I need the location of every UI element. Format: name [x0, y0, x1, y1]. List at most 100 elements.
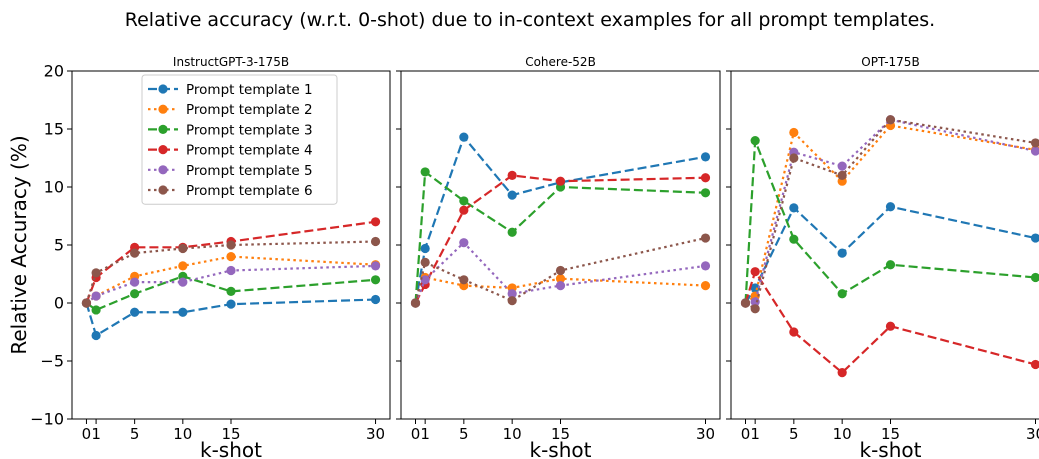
data-point — [750, 297, 760, 307]
data-point — [420, 275, 430, 285]
data-point — [750, 267, 760, 277]
data-point — [91, 330, 101, 341]
data-point — [507, 289, 517, 299]
x-tick-label: 10 — [833, 425, 852, 443]
x-tick-label: 10 — [173, 425, 192, 443]
x-tick-label: 30 — [696, 425, 715, 443]
x-tick-label: 15 — [551, 425, 570, 443]
series-line-6 — [414, 236, 706, 304]
data-point — [370, 236, 381, 247]
data-point — [555, 265, 566, 276]
series-line-3 — [414, 169, 706, 304]
figure-title: Relative accuracy (w.r.t. 0-shot) due to… — [125, 9, 935, 31]
data-point — [178, 243, 188, 254]
panel-title: InstructGPT-3-175B — [173, 55, 289, 69]
data-point — [837, 248, 847, 258]
data-point — [700, 281, 711, 291]
y-tick-label: 5 — [54, 236, 64, 255]
data-point — [700, 152, 711, 162]
data-point — [750, 136, 760, 146]
data-point — [459, 275, 469, 285]
data-point — [789, 153, 799, 163]
series-group — [410, 132, 711, 308]
data-point — [1030, 146, 1039, 156]
series-line-2 — [744, 124, 1036, 304]
data-point — [178, 261, 188, 271]
data-point — [226, 286, 236, 296]
panel-3: OPT-175B015101530k-shot — [726, 55, 1039, 459]
data-point — [837, 368, 847, 378]
data-point — [130, 307, 140, 317]
series-line-6 — [85, 240, 376, 304]
plot-frame — [730, 70, 1039, 420]
data-point — [740, 298, 751, 308]
x-axis-label: k-shot — [860, 438, 922, 459]
data-point — [91, 268, 101, 278]
x-tick-label: 1 — [750, 425, 760, 443]
data-point — [700, 173, 711, 183]
panel-title: Cohere-52B — [525, 55, 596, 69]
series-line-2 — [414, 276, 706, 304]
data-point — [789, 234, 799, 244]
data-point — [555, 176, 566, 186]
data-point — [700, 261, 711, 271]
x-tick-label: 5 — [789, 425, 799, 443]
data-point — [1030, 138, 1039, 148]
data-point — [370, 275, 381, 285]
series-line-5 — [414, 241, 706, 304]
data-point — [226, 252, 236, 262]
data-point — [459, 132, 469, 142]
y-tick-label: −10 — [30, 410, 64, 429]
x-axis-label: k-shot — [200, 438, 262, 459]
data-point — [226, 299, 236, 309]
plot-frame — [400, 70, 721, 420]
series-line-1 — [85, 298, 376, 338]
legend-marker — [158, 165, 168, 175]
data-point — [91, 305, 101, 315]
legend: Prompt template 1 Prompt template 2 Prompt… — [141, 74, 338, 205]
series-line-1 — [414, 134, 706, 304]
data-point — [700, 188, 711, 198]
series-line-4 — [85, 220, 376, 304]
series-line-5 — [85, 264, 376, 304]
data-point — [420, 243, 430, 254]
data-point — [420, 257, 430, 267]
data-point — [178, 307, 188, 317]
x-tick-label: 10 — [503, 425, 522, 443]
legend-entry-3: Prompt template 3 — [186, 122, 313, 138]
legend-entry-5: Prompt template 5 — [186, 163, 313, 179]
data-point — [370, 217, 381, 227]
data-point — [178, 277, 188, 287]
data-point — [1030, 233, 1039, 243]
data-point — [789, 203, 799, 213]
y-axis-label: Relative Accuracy (%) — [7, 135, 31, 354]
data-point — [837, 289, 847, 299]
legend-marker — [158, 185, 168, 195]
series-group — [740, 115, 1039, 378]
legend-marker — [158, 84, 168, 94]
data-point — [226, 240, 236, 250]
data-point — [789, 327, 799, 337]
plot-frame — [71, 70, 391, 420]
data-point — [885, 260, 896, 270]
data-point — [700, 233, 711, 243]
series-line-4 — [744, 269, 1036, 375]
data-point — [1030, 272, 1039, 283]
x-tick-label: 5 — [130, 425, 140, 443]
data-point — [789, 127, 799, 138]
legend-marker — [158, 145, 168, 155]
y-tick-label: 20 — [44, 62, 64, 81]
data-point — [885, 115, 896, 125]
series-line-5 — [745, 118, 1036, 305]
data-point — [370, 294, 381, 305]
x-tick-label: 0 — [82, 425, 92, 443]
data-point — [459, 205, 469, 215]
x-tick-label: 15 — [221, 425, 240, 443]
legend-entry-4: Prompt template 4 — [186, 143, 313, 159]
data-point — [81, 298, 92, 308]
series-line-3 — [85, 275, 376, 312]
